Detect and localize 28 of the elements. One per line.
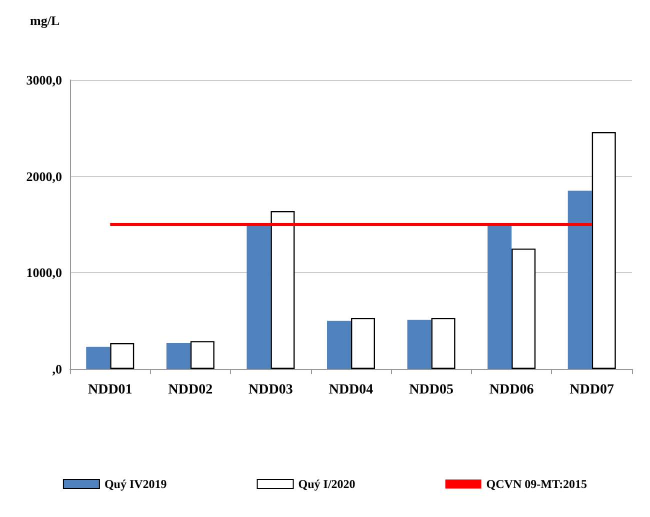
- bar: [166, 342, 190, 369]
- y-tick-label: ,0: [52, 362, 62, 376]
- bar: [431, 318, 456, 369]
- bar: [110, 342, 134, 369]
- y-axis-title: mg/L: [30, 13, 60, 28]
- bar: [270, 211, 295, 369]
- bar: [190, 341, 214, 369]
- bar: [592, 132, 616, 369]
- bar: [351, 318, 375, 369]
- bar: [488, 224, 512, 369]
- x-tick-label: NDD07: [570, 382, 614, 398]
- x-tick-label: NDD05: [409, 382, 454, 398]
- bar: [327, 320, 351, 369]
- legend-label: Quý I/2020: [298, 477, 356, 491]
- y-tick-label: 3000,0: [26, 72, 62, 88]
- bar: [568, 190, 592, 369]
- y-tick-label: 1000,0: [26, 265, 62, 280]
- x-tick-label: NDD06: [489, 382, 534, 398]
- legend-label: QCVN 09-MT:2015: [486, 477, 588, 491]
- bar: [86, 346, 110, 369]
- x-tick-label: NDD04: [328, 382, 374, 398]
- bar: [512, 248, 536, 369]
- x-tick-label: NDD01: [88, 382, 132, 398]
- y-tick-label: 2000,0: [26, 168, 62, 184]
- bar: [407, 320, 432, 369]
- legend-label: Quý IV2019: [104, 477, 167, 491]
- x-tick-label: NDD03: [248, 382, 293, 398]
- x-tick-label: NDD02: [168, 382, 213, 398]
